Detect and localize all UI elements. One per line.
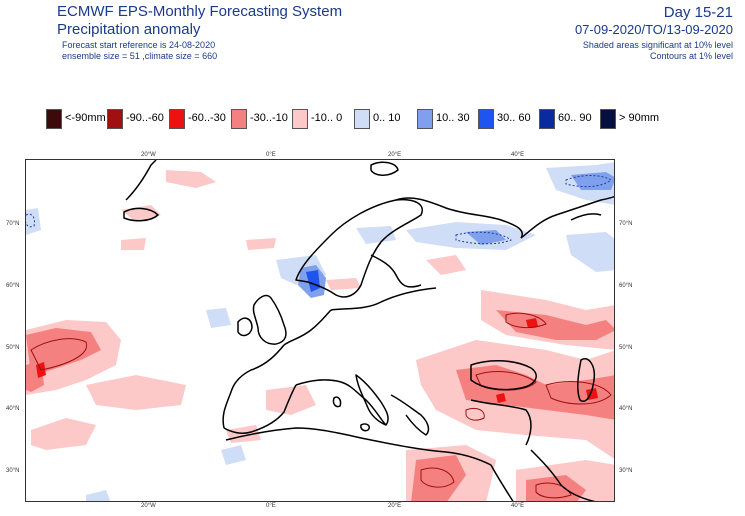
legend-label: > 90mm <box>619 112 660 124</box>
lat-tick-left: 30°N <box>6 468 20 474</box>
lat-tick-right: 60°N <box>619 283 633 289</box>
coastlines <box>123 160 614 501</box>
lat-tick-right: 30°N <box>619 468 633 474</box>
significance-note: Shaded areas significant at 10% level <box>582 40 733 50</box>
legend-swatch <box>292 109 308 129</box>
map-title: ECMWF EPS-Monthly Forecasting System <box>57 3 343 20</box>
legend-swatch <box>354 109 370 129</box>
legend-swatch <box>600 109 616 129</box>
legend-swatch <box>169 109 185 129</box>
legend-label: -30..-10 <box>250 112 288 124</box>
lon-tick-top: 0°E <box>266 152 276 158</box>
legend-label: 0.. 10 <box>373 112 401 124</box>
day-range: Day 15-21 <box>663 4 733 21</box>
significance-contours <box>26 175 612 499</box>
lon-tick-bottom: 40°E <box>511 503 525 509</box>
legend-label: <-90mm <box>65 112 106 124</box>
forecast-start-reference: Forecast start reference is 24-08-2020 <box>62 40 216 50</box>
contour-note: Contours at 1% level <box>649 51 733 61</box>
lat-tick-left: 50°N <box>6 345 20 351</box>
lat-tick-left: 40°N <box>6 406 20 412</box>
lon-tick-bottom: 0°E <box>266 503 276 509</box>
legend-label: -60..-30 <box>188 112 226 124</box>
map-canvas <box>26 160 614 501</box>
legend-label: 60.. 90 <box>558 112 592 124</box>
legend-label: -90..-60 <box>126 112 164 124</box>
lat-tick-left: 60°N <box>6 283 20 289</box>
lon-tick-top: 40°E <box>511 152 525 158</box>
lat-tick-right: 70°N <box>619 221 633 227</box>
legend-swatch <box>478 109 494 129</box>
legend-swatch <box>107 109 123 129</box>
lat-tick-left: 70°N <box>6 221 20 227</box>
lon-tick-top: 20°W <box>141 152 156 158</box>
lon-tick-bottom: 20°E <box>388 503 402 509</box>
legend-swatch <box>539 109 555 129</box>
legend-swatch <box>417 109 433 129</box>
map-subtitle: Precipitation anomaly <box>57 21 201 38</box>
precipitation-map <box>25 159 615 502</box>
lat-tick-right: 50°N <box>619 345 633 351</box>
legend-label: 30.. 60 <box>497 112 531 124</box>
date-range: 07-09-2020/TO/13-09-2020 <box>574 22 733 37</box>
lon-tick-top: 20°E <box>388 152 402 158</box>
lat-tick-right: 40°N <box>619 406 633 412</box>
ensemble-size-info: ensemble size = 51 ,climate size = 660 <box>62 51 218 61</box>
legend-swatch <box>46 109 62 129</box>
legend-label: -10.. 0 <box>311 112 343 124</box>
legend-swatch <box>231 109 247 129</box>
anomaly-shading <box>26 162 614 501</box>
lon-tick-bottom: 20°W <box>141 503 156 509</box>
legend-label: 10.. 30 <box>436 112 470 124</box>
